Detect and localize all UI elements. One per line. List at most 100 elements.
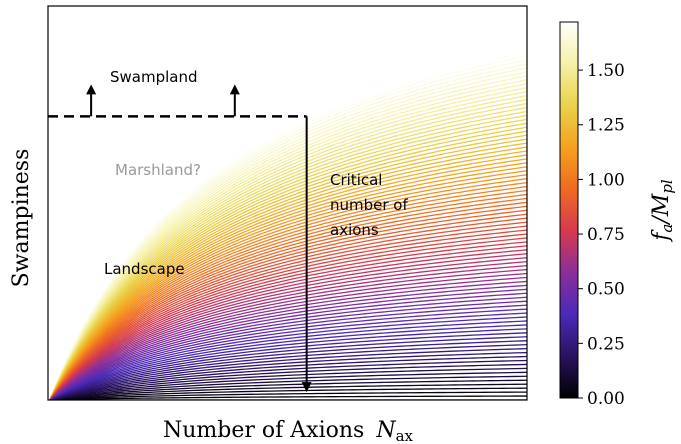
curve xyxy=(48,347,527,400)
curve xyxy=(48,276,527,400)
up-arrow-head xyxy=(229,84,240,95)
curve xyxy=(48,122,527,400)
curve xyxy=(48,98,527,400)
curve xyxy=(48,233,527,400)
curve xyxy=(48,379,527,400)
curve xyxy=(48,205,527,400)
curve xyxy=(48,142,527,400)
curve xyxy=(48,185,527,400)
colorbar-tick-label: 0.75 xyxy=(587,225,625,245)
curve xyxy=(48,359,527,400)
curve xyxy=(48,158,527,400)
curve xyxy=(48,55,527,400)
curve xyxy=(48,245,527,400)
colorbar-label-sub: a xyxy=(658,224,676,233)
curve xyxy=(48,71,527,400)
critical-label-line3: axions xyxy=(330,221,379,239)
colorbar-tick-label: 1.00 xyxy=(587,170,625,190)
curve xyxy=(48,83,527,400)
curve xyxy=(48,288,527,400)
curve xyxy=(48,189,527,400)
curve xyxy=(48,336,527,400)
curve xyxy=(48,95,527,400)
curve xyxy=(48,363,527,400)
curve xyxy=(48,126,527,400)
curve xyxy=(48,114,527,400)
curve xyxy=(48,340,527,400)
colorbar-tick-label: 1.25 xyxy=(587,116,625,136)
curve xyxy=(48,225,527,400)
curve xyxy=(48,367,527,400)
curve xyxy=(48,387,527,400)
up-arrows xyxy=(86,84,240,117)
critical-label-line1: Critical xyxy=(330,171,382,189)
curve xyxy=(48,261,527,400)
curve xyxy=(48,47,527,400)
curve xyxy=(48,296,527,400)
curve xyxy=(48,118,527,400)
curve xyxy=(48,110,527,400)
curve xyxy=(48,174,527,400)
curve xyxy=(48,154,527,400)
curve xyxy=(48,292,527,400)
y-axis-title: Swampiness xyxy=(9,149,34,288)
curve xyxy=(48,300,527,400)
up-arrow-head xyxy=(86,84,97,95)
curve xyxy=(48,344,527,400)
curve xyxy=(48,308,527,400)
curve xyxy=(48,304,527,400)
curve xyxy=(48,328,527,400)
curve xyxy=(48,201,527,400)
colorbar-tick-label: 0.00 xyxy=(587,389,625,409)
curve xyxy=(48,395,527,400)
curve xyxy=(48,237,527,400)
curve xyxy=(48,138,527,400)
curve xyxy=(48,316,527,400)
curve xyxy=(48,351,527,400)
curve xyxy=(48,332,527,400)
curve xyxy=(48,59,527,400)
colorbar-label-sub2: pl xyxy=(658,179,676,194)
colorbar-label: fa/Mpl xyxy=(649,179,676,243)
x-axis-symbol: N xyxy=(375,418,396,443)
colorbar xyxy=(559,21,579,399)
curve xyxy=(48,130,527,400)
curve xyxy=(48,375,527,400)
curve xyxy=(48,383,527,400)
curve xyxy=(48,79,527,400)
curve xyxy=(48,229,527,400)
curve xyxy=(48,324,527,400)
critical-arrow-head xyxy=(301,382,312,393)
critical-label-line2: number of xyxy=(330,196,408,214)
curve xyxy=(48,51,527,400)
curve xyxy=(48,134,527,400)
curve xyxy=(48,162,527,400)
curve xyxy=(48,241,527,400)
curve xyxy=(48,272,527,400)
colorbar-tick-label: 0.25 xyxy=(587,334,625,354)
curve xyxy=(48,264,527,400)
x-axis-title: Number of Axions Nax xyxy=(163,418,414,444)
curve xyxy=(48,87,527,400)
curve xyxy=(48,197,527,400)
landscape-label: Landscape xyxy=(104,260,185,278)
swampland-label: Swampland xyxy=(110,68,198,86)
curve xyxy=(48,178,527,400)
curve xyxy=(48,355,527,400)
x-axis-symbol-sub: ax xyxy=(396,427,414,444)
x-axis-title-text: Number of Axions xyxy=(163,418,364,443)
curve xyxy=(48,181,527,400)
curve xyxy=(48,193,527,400)
curve xyxy=(48,312,527,400)
curve xyxy=(48,391,527,400)
curve xyxy=(48,268,527,400)
curve xyxy=(48,209,527,400)
curve xyxy=(48,249,527,400)
curve xyxy=(48,166,527,400)
curve xyxy=(48,257,527,400)
plot-frame xyxy=(47,5,528,401)
curve xyxy=(48,170,527,400)
curve xyxy=(48,67,527,400)
curve xyxy=(48,213,527,400)
curve xyxy=(48,150,527,400)
